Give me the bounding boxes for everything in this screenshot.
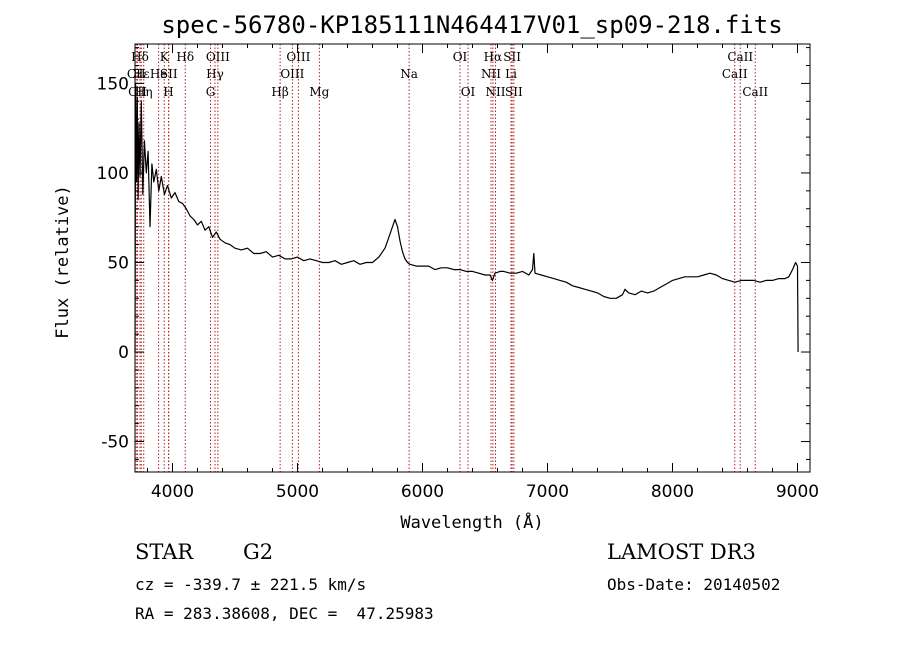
x-tick-label: 5000 [276, 482, 319, 502]
observation-date: Obs-Date: 20140502 [607, 575, 781, 594]
spectrum-line [134, 82, 799, 353]
spectral-line-label: NII [481, 67, 501, 81]
spectral-line-label: OI [453, 50, 468, 64]
spectral-line-label: OI [461, 85, 476, 99]
x-tick-label: 6000 [401, 482, 444, 502]
x-tick-label: 4000 [151, 482, 194, 502]
x-tick-label: 9000 [776, 482, 819, 502]
plot-frame [134, 43, 811, 473]
y-tick-label: 150 [97, 74, 129, 94]
spectral-line-label: CaII [727, 50, 753, 64]
spectral-line-label: CaII [722, 67, 748, 81]
object-class: STAR [135, 540, 194, 564]
spectral-line-label: Hη [135, 85, 153, 99]
spectral-line-label: Hε [133, 67, 150, 81]
spectral-line-label: SII [503, 50, 521, 64]
spectrum-series [134, 82, 799, 353]
spectral-line-label: SII [505, 85, 523, 99]
y-tick-label: 0 [118, 343, 129, 363]
spectral-line-label: K [160, 50, 170, 64]
spectral-line-label: Hγ [206, 67, 224, 81]
spectral-line-label: H [163, 85, 173, 99]
spectral-line-label: SII [160, 67, 178, 81]
spectral-line-label: OIII [206, 50, 230, 64]
spectral-line-markers [135, 44, 756, 472]
spectral-line-label: CII [128, 85, 147, 99]
spectral-line-label: OIII [286, 50, 310, 64]
object-subclass: G2 [243, 540, 274, 564]
spectral-line-label: OIII [280, 67, 304, 81]
spectral-line-label: Li [505, 67, 517, 81]
y-tick-label: 100 [97, 164, 129, 184]
x-tick-label: 8000 [651, 482, 694, 502]
spectral-line-label: CaII [742, 85, 768, 99]
spectral-line-label: Hδ [131, 50, 149, 64]
spectral-line-label: Hδ [176, 50, 194, 64]
coordinates-readout: RA = 283.38608, DEC = 47.25983 [135, 604, 434, 623]
spectral-line-label: Hβ [271, 85, 288, 99]
y-tick-label: 50 [107, 253, 129, 273]
y-tick-label: -50 [101, 433, 129, 453]
y-axis-label: Flux (relative) [53, 185, 73, 339]
spectral-line-label: Na [400, 67, 418, 81]
spectral-line-label: CII [127, 67, 146, 81]
spectral-line-label: NII [486, 85, 506, 99]
spectral-line-label: Hα [484, 50, 503, 64]
survey-name: LAMOST DR3 [607, 540, 756, 564]
spectral-line-label: Mg [309, 85, 329, 99]
x-tick-label: 7000 [526, 482, 569, 502]
spectral-line-label: He [150, 67, 168, 81]
spectral-line-label: G [206, 85, 216, 99]
y-axis: -50 0 50 100 150 [97, 47, 810, 460]
redshift-readout: cz = -339.7 ± 221.5 km/s [135, 575, 367, 594]
x-axis: 4000 5000 6000 7000 8000 9000 [147, 44, 819, 502]
x-axis-label: Wavelength (Å) [400, 511, 543, 533]
chart-title: spec-56780-KP185111N464417V01_sp09-218.f… [161, 11, 782, 39]
